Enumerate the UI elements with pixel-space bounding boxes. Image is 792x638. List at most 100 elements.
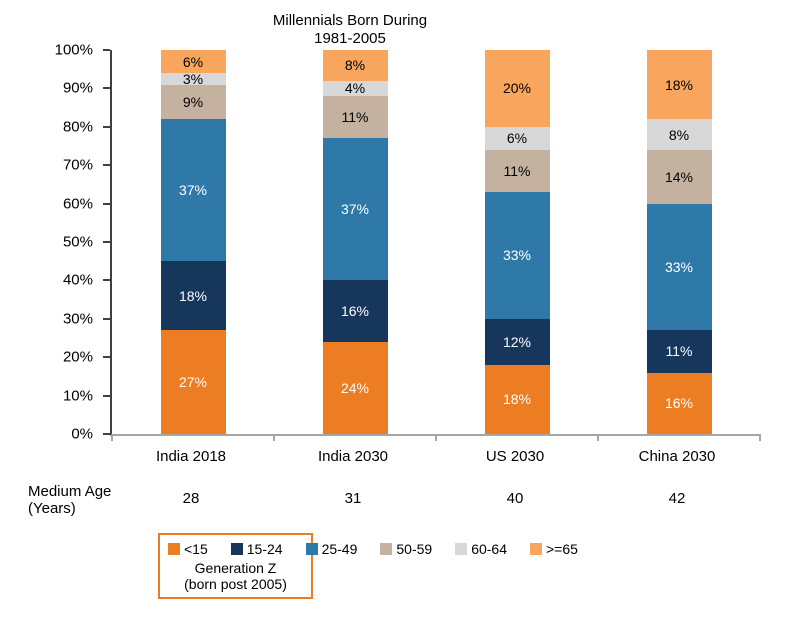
bar-segment-25-49: 37% [160, 119, 226, 262]
y-axis-tick-label: 20% [62, 348, 93, 366]
legend-label: <15 [184, 541, 208, 557]
legend-label: 15-24 [246, 541, 283, 557]
bar-segment-60-64: 8% [646, 119, 712, 150]
legend-swatch-icon [168, 543, 180, 555]
bar-segment-<15: 27% [160, 330, 226, 434]
y-axis-tick [103, 433, 110, 435]
legend-label: 25-49 [321, 541, 358, 557]
bar-segment-value-label: 8% [668, 126, 690, 143]
legend-item-<15: <15 [168, 541, 208, 557]
stacked-bar-china-2030: 16% 11% 33% 14% 8% 18% [646, 50, 712, 434]
genz-caption-line1: Generation Z [194, 560, 277, 576]
y-axis-tick [103, 164, 110, 167]
bar-slot: 24% 16% 37% 11% 4% 8% [274, 50, 436, 434]
bar-segment-<15: 18% [484, 364, 550, 434]
bar-segment-15-24: 18% [160, 261, 226, 331]
bar-segment-value-label: 18% [502, 391, 532, 408]
bar-segment-value-label: 37% [178, 182, 208, 199]
legend-label: 50-59 [396, 541, 433, 557]
bar-segment-value-label: 11% [341, 109, 369, 126]
bar-segment-<15: 24% [322, 341, 388, 434]
bar-segment-value-label: 33% [664, 258, 694, 275]
legend-swatch-icon [455, 543, 468, 555]
bar-segment-value-label: 3% [182, 70, 204, 87]
legend-swatch-icon [530, 543, 542, 555]
y-axis-tick [103, 394, 110, 397]
legend-item-15-24: 15-24 [230, 541, 283, 557]
y-axis-tick [103, 87, 110, 90]
medium-age-label-line1: Medium Age [28, 483, 112, 500]
y-axis-tick-label: 90% [62, 79, 93, 97]
bar-segment-value-label: 12% [502, 333, 532, 350]
bar-segment-value-label: 11% [503, 162, 531, 179]
legend: <15 15-24 25-49 50-59 60-64 >=65 [168, 541, 578, 557]
chart-title-line2: 1981-2005 [314, 30, 386, 47]
bar-segment-60-64: 4% [322, 80, 388, 97]
y-axis-tick-label: 0% [71, 425, 93, 443]
bar-segment-value-label: 8% [344, 57, 366, 74]
bar-segment->=65: 18% [646, 50, 712, 120]
bar-segment-value-label: 4% [344, 80, 366, 97]
bar-segment-15-24: 16% [322, 280, 388, 342]
stacked-bar-us-2030: 18% 12% 33% 11% 6% 20% [484, 50, 550, 434]
y-axis-tick [103, 279, 110, 282]
y-axis-tick [103, 125, 110, 128]
x-axis-labels: India 2018 India 2030 US 2030 China 2030 [110, 448, 758, 465]
y-axis-tick-label: 60% [62, 195, 93, 213]
legend-label: >=65 [546, 541, 578, 557]
bar-segment-value-label: 37% [340, 201, 370, 218]
medium-age-value: 31 [344, 490, 362, 507]
bar-segment-25-49: 33% [646, 203, 712, 331]
x-axis-tick [759, 434, 761, 441]
y-axis-tick [103, 241, 110, 243]
x-axis-category-label: India 2018 [155, 448, 227, 465]
medium-age-value: 42 [668, 490, 686, 507]
bar-segment->=65: 20% [484, 50, 550, 127]
legend-swatch-icon [305, 543, 318, 555]
x-axis-category-label: China 2030 [638, 448, 716, 465]
y-axis-tick-label: 70% [62, 156, 93, 174]
bar-segment-value-label: 14% [664, 168, 694, 185]
legend-label: 60-64 [471, 541, 507, 557]
x-axis-tick [273, 434, 275, 441]
y-axis-tick [103, 202, 110, 205]
bar-segment->=65: 8% [322, 50, 388, 81]
bar-segment-50-59: 9% [160, 84, 226, 120]
x-axis-tick [111, 434, 113, 441]
x-axis-category-label: India 2030 [317, 448, 389, 465]
legend-item-60-64: 60-64 [455, 541, 507, 557]
y-axis-tick [103, 49, 110, 51]
y-axis-tick-label: 10% [62, 387, 93, 405]
bar-segment-value-label: 20% [502, 80, 532, 97]
chart-title-line1: Millennials Born During [272, 12, 428, 29]
bar-slot: 18% 12% 33% 11% 6% 20% [436, 50, 598, 434]
y-axis-tick [103, 356, 110, 359]
stacked-bar-india-2018: 27% 18% 37% 9% 3% 6% [160, 50, 226, 434]
x-axis-tick [597, 434, 599, 441]
bar-segment-value-label: 9% [182, 93, 204, 110]
bar-segment-value-label: 6% [182, 53, 204, 70]
bar-segment-value-label: 27% [178, 374, 208, 391]
legend-item->=65: >=65 [530, 541, 578, 557]
bar-segment-50-59: 11% [322, 96, 388, 139]
bar-segment-15-24: 11% [646, 330, 712, 373]
bar-segment-50-59: 14% [646, 149, 712, 204]
medium-age-values: 28 31 40 42 [110, 490, 758, 507]
y-axis-tick-label: 100% [54, 41, 93, 59]
y-axis-tick-label: 80% [62, 118, 93, 136]
legend-swatch-icon [230, 543, 243, 555]
bar-slot: 16% 11% 33% 14% 8% 18% [598, 50, 760, 434]
y-axis-tick-label: 50% [62, 233, 93, 251]
bar-segment-value-label: 6% [506, 130, 528, 147]
bar-segment-value-label: 24% [340, 379, 370, 396]
genz-highlight-box [158, 533, 313, 599]
medium-age-value: 28 [182, 490, 200, 507]
bar-segment-<15: 16% [646, 372, 712, 434]
genz-caption: Generation Z (born post 2005) [158, 560, 313, 592]
bar-segment-value-label: 16% [664, 395, 694, 412]
medium-age-label: Medium Age (Years) [28, 483, 111, 517]
bar-segment->=65: 6% [160, 50, 226, 74]
bar-segment-50-59: 11% [484, 149, 550, 193]
bar-segment-25-49: 37% [322, 138, 388, 281]
